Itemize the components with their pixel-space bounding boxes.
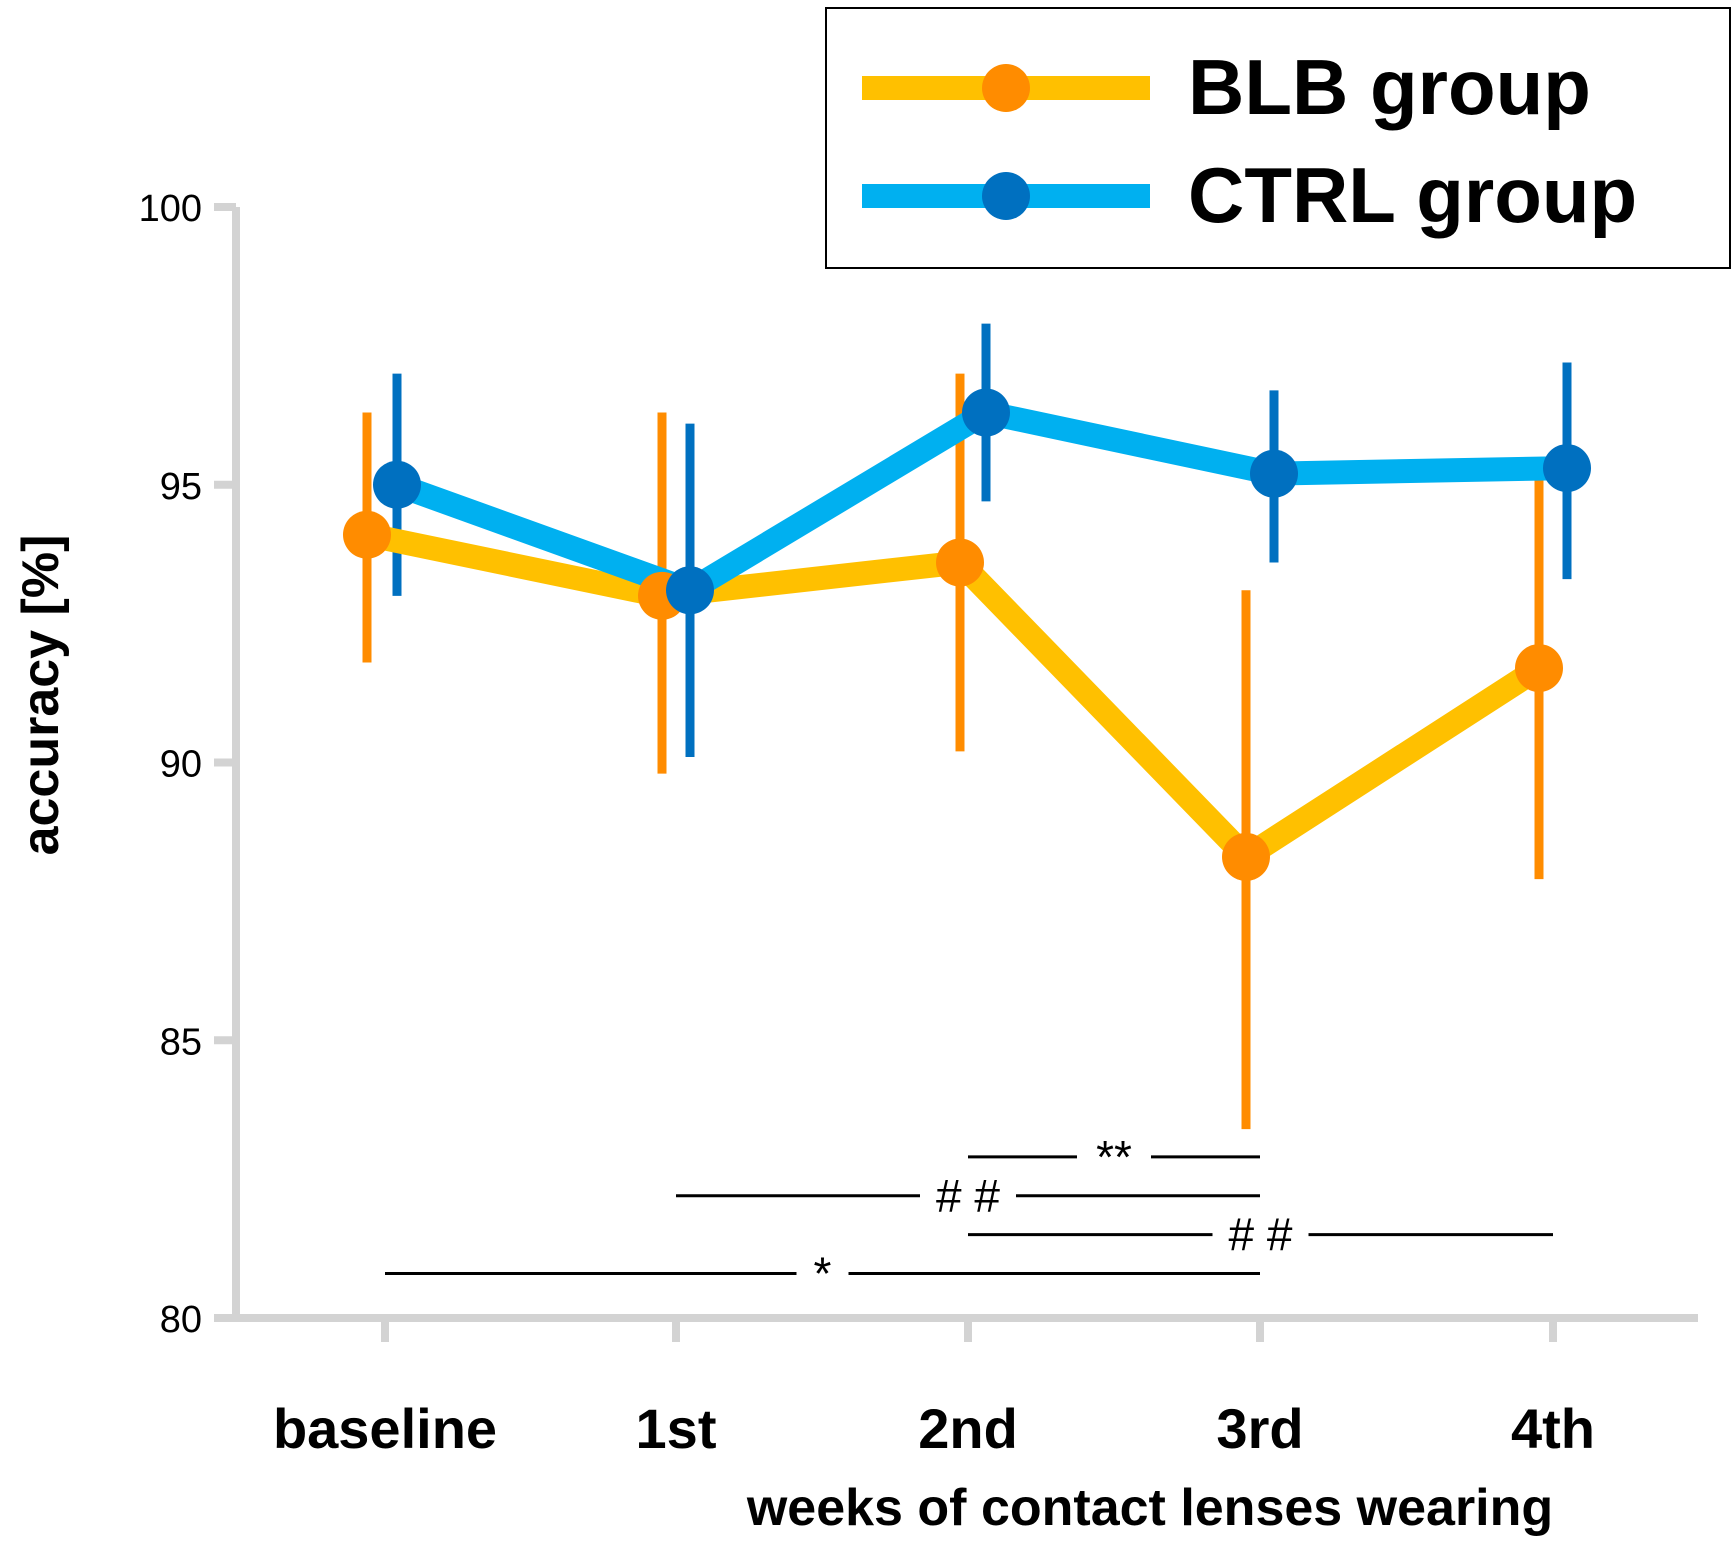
legend-label-ctrl: CTRL group <box>1188 151 1637 239</box>
data-point-1-1 <box>666 566 714 615</box>
data-point-0-0 <box>343 510 391 559</box>
data-point-0-2 <box>936 538 984 587</box>
x-tick-label: 4th <box>1511 1397 1595 1460</box>
data-point-0-3 <box>1222 832 1270 881</box>
legend-marker-blb <box>982 64 1030 112</box>
legend-box <box>825 7 1731 269</box>
y-axis-title: accuracy [%] <box>12 535 70 856</box>
data-series <box>343 323 1591 1130</box>
sig-label-2: # # <box>1229 1209 1293 1261</box>
data-point-1-0 <box>373 460 421 509</box>
legend: BLB group CTRL group <box>825 7 1731 269</box>
data-point-0-4 <box>1515 644 1563 693</box>
x-axis-title: weeks of contact lenses wearing <box>746 1479 1553 1537</box>
sig-label-0: ** <box>1096 1131 1132 1183</box>
significance-brackets: ** # # # # * <box>385 1131 1553 1300</box>
x-tick-label: baseline <box>273 1397 497 1460</box>
y-tick-label: 100 <box>139 188 202 230</box>
sig-label-1: # # <box>936 1170 1000 1222</box>
axes: 80 85 90 95 100 baseline 1st 2nd 3rd 4th <box>139 188 1698 1460</box>
y-tick-label: 90 <box>160 744 202 786</box>
x-tick-label: 3rd <box>1216 1397 1303 1460</box>
x-tick-label: 2nd <box>918 1397 1018 1460</box>
legend-marker-ctrl <box>982 172 1030 220</box>
sig-label-3: * <box>814 1248 832 1300</box>
data-point-1-2 <box>962 388 1010 437</box>
data-point-1-4 <box>1543 444 1591 493</box>
y-tick-label: 85 <box>160 1021 202 1063</box>
legend-label-blb: BLB group <box>1188 43 1591 131</box>
data-point-1-3 <box>1250 449 1298 498</box>
y-tick-label: 95 <box>160 466 202 508</box>
y-tick-label: 80 <box>160 1299 202 1341</box>
x-tick-label: 1st <box>636 1397 717 1460</box>
